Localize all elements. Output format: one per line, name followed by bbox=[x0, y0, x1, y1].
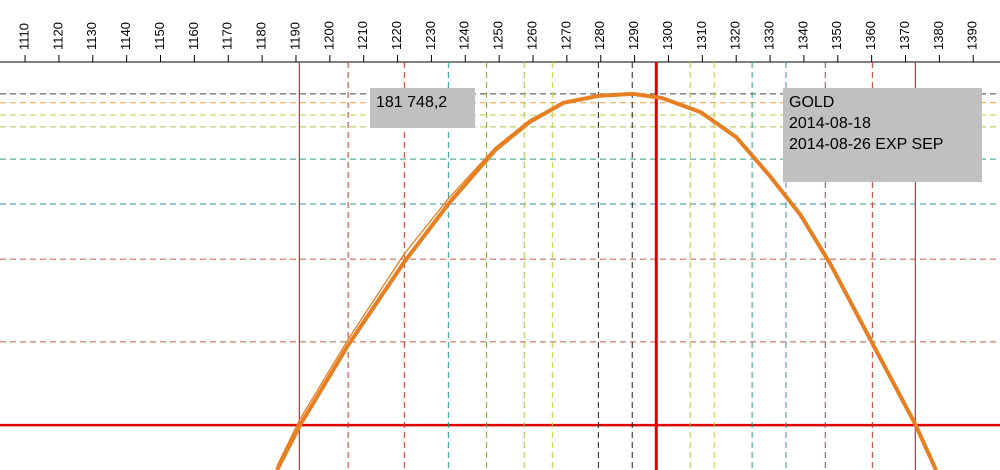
x-tick-label: 1180 bbox=[254, 22, 269, 50]
x-tick-label: 1160 bbox=[186, 22, 201, 50]
x-tick-label: 1120 bbox=[50, 22, 65, 50]
x-tick-label: 1390 bbox=[965, 21, 980, 50]
annotation-text: 181 748,2 bbox=[376, 94, 447, 111]
x-tick-label: 1370 bbox=[897, 21, 912, 50]
x-tick-label: 1280 bbox=[592, 21, 607, 50]
annotation-box bbox=[370, 88, 475, 128]
x-tick-label: 1350 bbox=[829, 21, 844, 50]
x-tick-label: 1200 bbox=[321, 21, 336, 50]
x-tick-label: 1250 bbox=[491, 21, 506, 50]
x-tick-label: 1290 bbox=[626, 21, 641, 50]
x-tick-label: 1110 bbox=[16, 23, 31, 50]
x-tick-label: 1210 bbox=[355, 21, 370, 50]
x-tick-label: 1330 bbox=[762, 21, 777, 50]
x-tick-label: 1310 bbox=[694, 21, 709, 50]
x-tick-label: 1260 bbox=[524, 21, 539, 50]
x-tick-label: 1140 bbox=[118, 22, 133, 50]
x-tick-label: 1270 bbox=[558, 21, 573, 50]
x-tick-label: 1150 bbox=[152, 22, 167, 50]
x-tick-label: 1240 bbox=[457, 21, 472, 50]
x-tick-label: 1380 bbox=[931, 21, 946, 50]
annotation-text: 2014-08-26 EXP SEP bbox=[789, 136, 943, 153]
x-tick-label: 1170 bbox=[220, 22, 235, 50]
x-tick-label: 1220 bbox=[389, 21, 404, 50]
annotation-text: GOLD bbox=[789, 94, 834, 111]
annotation-box bbox=[783, 88, 982, 182]
x-tick-label: 1320 bbox=[728, 21, 743, 50]
x-tick-label: 1230 bbox=[423, 21, 438, 50]
x-tick-label: 1130 bbox=[84, 22, 99, 50]
x-tick-label: 1300 bbox=[660, 21, 675, 50]
x-tick-label: 1340 bbox=[795, 21, 810, 50]
annotation-text: 2014-08-18 bbox=[789, 115, 871, 132]
curve bbox=[276, 93, 937, 470]
x-tick-label: 1360 bbox=[863, 21, 878, 50]
x-tick-label: 1190 bbox=[287, 22, 302, 50]
